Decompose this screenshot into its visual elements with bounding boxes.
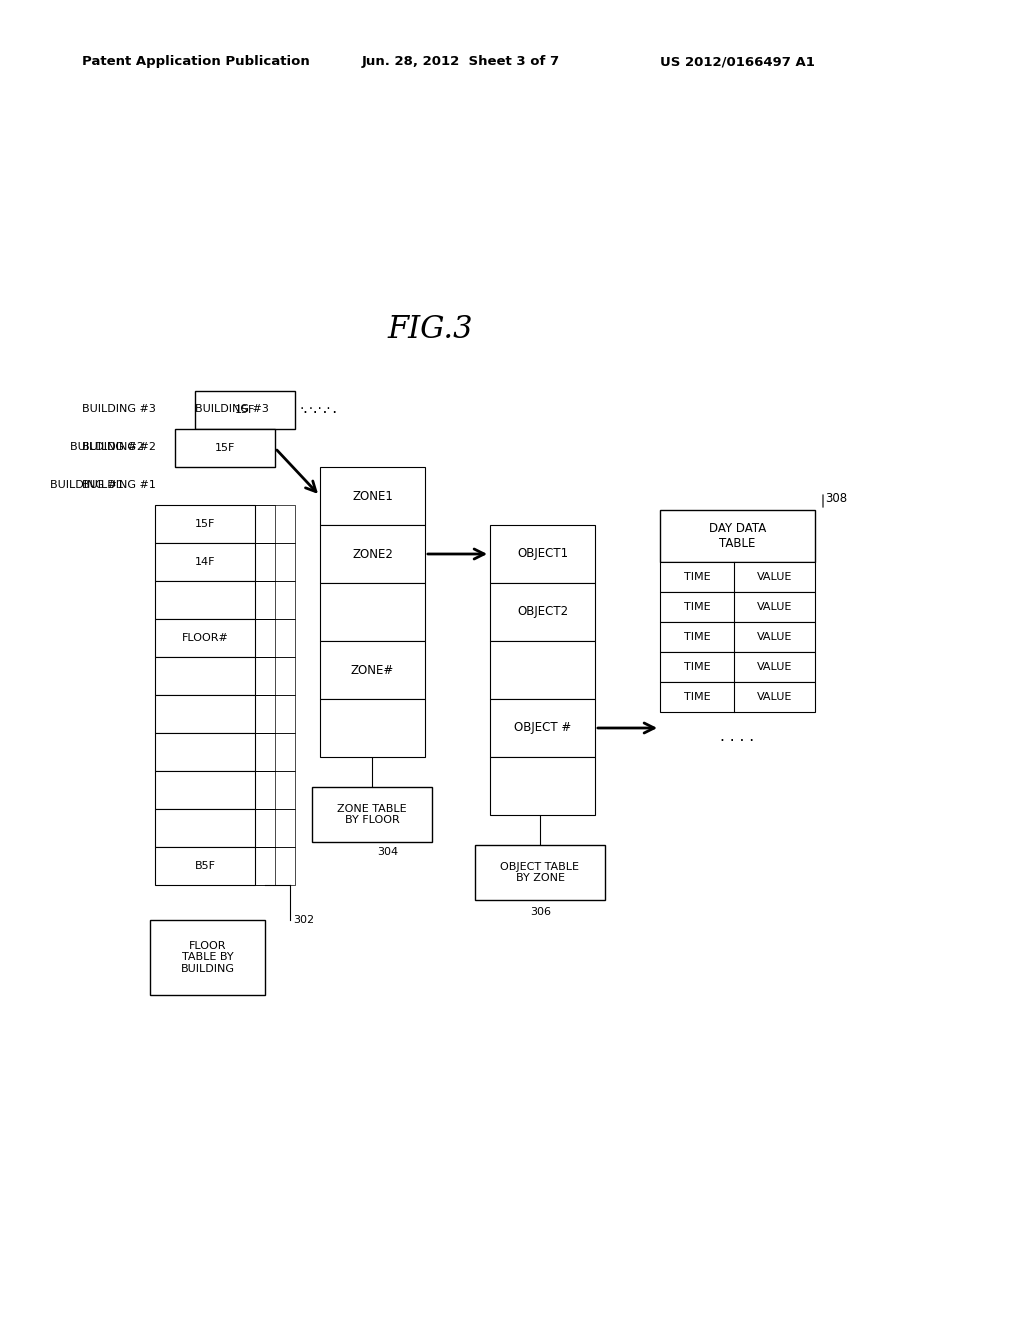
Text: B5F: B5F — [195, 861, 215, 871]
Text: BUILDING #2: BUILDING #2 — [70, 442, 144, 451]
Text: ZONE#: ZONE# — [351, 664, 394, 676]
Bar — [312, 787, 432, 842]
Text: Jun. 28, 2012  Sheet 3 of 7: Jun. 28, 2012 Sheet 3 of 7 — [362, 55, 560, 69]
Bar — [195, 847, 295, 884]
Text: BUILDING #3: BUILDING #3 — [82, 404, 156, 414]
Bar — [660, 591, 815, 622]
Bar — [155, 581, 255, 619]
Bar — [155, 657, 255, 696]
Bar — [319, 467, 425, 525]
Text: VALUE: VALUE — [757, 572, 793, 582]
Text: 306: 306 — [530, 907, 551, 917]
Bar — [175, 847, 275, 884]
Bar — [155, 809, 255, 847]
Bar — [475, 845, 605, 900]
Text: 308: 308 — [825, 491, 847, 504]
Bar — [660, 562, 815, 591]
Bar — [175, 696, 275, 733]
Bar — [195, 657, 295, 696]
Text: VALUE: VALUE — [757, 663, 793, 672]
Bar — [319, 700, 425, 756]
Text: TIME: TIME — [684, 572, 711, 582]
Text: 15F: 15F — [234, 405, 255, 414]
Bar — [195, 771, 295, 809]
Text: OBJECT1: OBJECT1 — [517, 548, 568, 561]
Text: BUILDING #2: BUILDING #2 — [82, 442, 156, 451]
Text: Patent Application Publication: Patent Application Publication — [82, 55, 309, 69]
Text: VALUE: VALUE — [757, 692, 793, 702]
Bar — [195, 809, 295, 847]
Bar — [175, 657, 275, 696]
Bar — [490, 525, 595, 583]
Bar — [660, 652, 815, 682]
Bar — [175, 619, 275, 657]
Bar — [155, 543, 255, 581]
Text: VALUE: VALUE — [757, 632, 793, 642]
Bar — [319, 525, 425, 583]
Bar — [490, 756, 595, 814]
Text: · · · ·: · · · · — [303, 407, 337, 421]
Text: TIME: TIME — [684, 632, 711, 642]
Bar — [155, 771, 255, 809]
Bar — [490, 583, 595, 642]
Bar — [660, 622, 815, 652]
Text: OBJECT TABLE
BY ZONE: OBJECT TABLE BY ZONE — [501, 862, 580, 883]
Text: TIME: TIME — [684, 663, 711, 672]
Text: ZONE1: ZONE1 — [352, 490, 393, 503]
Bar — [175, 809, 275, 847]
Text: FIG.3: FIG.3 — [387, 314, 473, 346]
Text: TIME: TIME — [684, 602, 711, 612]
Bar — [155, 506, 255, 543]
Text: OBJECT2: OBJECT2 — [517, 606, 568, 619]
Bar — [175, 733, 275, 771]
Bar — [175, 506, 275, 543]
Bar — [195, 543, 295, 581]
Bar — [660, 682, 815, 711]
Bar — [155, 696, 255, 733]
Text: BUILDING #1: BUILDING #1 — [82, 480, 156, 490]
Text: BUILDING #1: BUILDING #1 — [50, 480, 124, 490]
Text: 14F: 14F — [195, 557, 215, 568]
Bar — [155, 847, 255, 884]
Bar — [195, 581, 295, 619]
Bar — [195, 619, 295, 657]
Text: TIME: TIME — [684, 692, 711, 702]
Text: US 2012/0166497 A1: US 2012/0166497 A1 — [660, 55, 815, 69]
Bar — [195, 391, 295, 429]
Text: 302: 302 — [293, 915, 314, 925]
Text: FLOOR
TABLE BY
BUILDING: FLOOR TABLE BY BUILDING — [180, 941, 234, 974]
Bar — [150, 920, 265, 995]
Bar — [195, 506, 295, 543]
Text: · · · ·: · · · · — [300, 403, 331, 416]
Text: 15F: 15F — [195, 519, 215, 529]
Bar — [490, 700, 595, 756]
Text: BUILDING #3: BUILDING #3 — [195, 404, 269, 414]
Bar — [175, 581, 275, 619]
Bar — [195, 733, 295, 771]
Text: FLOOR#: FLOOR# — [181, 634, 228, 643]
Text: · · · ·: · · · · — [721, 734, 755, 750]
Bar — [175, 543, 275, 581]
Bar — [660, 510, 815, 562]
Bar — [175, 429, 275, 467]
Bar — [155, 733, 255, 771]
Text: 304: 304 — [377, 847, 398, 857]
Text: ZONE TABLE
BY FLOOR: ZONE TABLE BY FLOOR — [337, 804, 407, 825]
Bar — [155, 619, 255, 657]
Text: OBJECT #: OBJECT # — [514, 722, 571, 734]
Text: VALUE: VALUE — [757, 602, 793, 612]
Bar — [319, 583, 425, 642]
Bar — [175, 771, 275, 809]
Text: DAY DATA
TABLE: DAY DATA TABLE — [709, 521, 766, 550]
Text: ZONE2: ZONE2 — [352, 548, 393, 561]
Bar — [195, 696, 295, 733]
Bar — [490, 642, 595, 700]
Bar — [319, 642, 425, 700]
Text: 15F: 15F — [215, 444, 236, 453]
